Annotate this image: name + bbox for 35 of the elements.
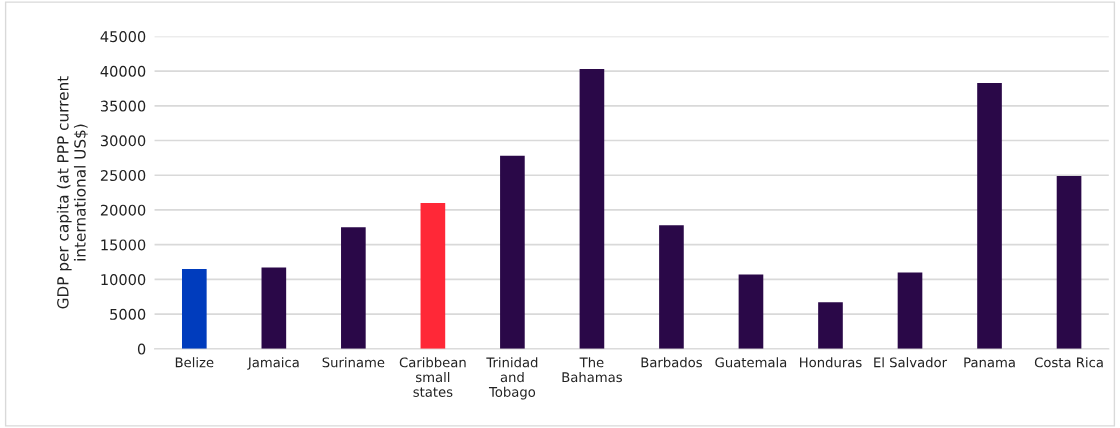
x-tick-label: Guatemala [715,357,787,368]
y-tick-label: 40000 [100,65,146,77]
bar [659,225,684,349]
bar [897,272,923,349]
bar [420,203,446,349]
x-tick-label: The Bahamas [562,357,622,383]
y-tick-label: 0 [137,343,146,355]
bar [1056,175,1082,349]
x-tick-label: Suriname [322,357,385,368]
x-tick-label: Belize [175,357,214,368]
bar [818,302,843,349]
y-tick-label: 15000 [101,239,146,251]
x-tick-label: Caribbean small states [399,357,466,397]
y-axis-title: GDP per capita (at PPP current international US$) [56,76,88,309]
y-tick-label: 10000 [101,274,146,286]
x-tick-label: Panama [964,357,1015,368]
bar [341,227,366,349]
bar [579,69,605,349]
y-tick-label: 20000 [100,204,146,216]
x-tick-label: Trinidad and Tobago [486,357,538,400]
y-tick-label: 30000 [100,135,146,147]
bar [738,274,764,349]
bar [977,82,1002,349]
x-tick-label: Honduras [800,357,862,368]
y-tick-label: 35000 [100,100,146,112]
bar [500,155,525,349]
y-tick-label: 45000 [100,31,146,43]
x-tick-label: Costa Rica [1034,357,1103,368]
y-tick-label: 5000 [110,308,146,320]
x-tick-label: Jamaica [247,357,299,370]
bar [181,268,207,349]
x-tick-label: El Salvador [874,357,948,368]
y-tick-label: 25000 [100,169,146,181]
bar [261,267,287,349]
x-tick-label: Barbados [641,357,702,368]
